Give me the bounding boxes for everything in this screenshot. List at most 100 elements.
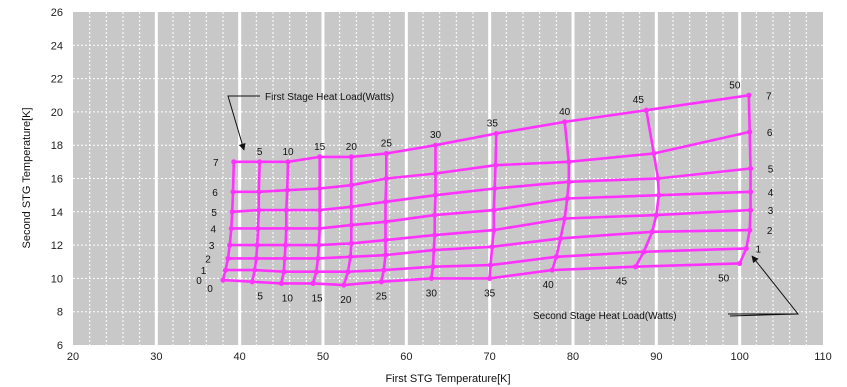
second-stage-label-left: 1 (201, 266, 207, 277)
x-tick-label: 40 (234, 351, 246, 363)
data-point (378, 279, 384, 285)
data-point (549, 267, 555, 273)
data-point (230, 189, 236, 195)
data-point (383, 150, 389, 157)
first-stage-load-line (550, 121, 571, 271)
second-stage-label-right: 2 (767, 226, 773, 237)
data-point (348, 240, 354, 247)
x-tick-label: 60 (400, 351, 412, 363)
data-point (746, 92, 752, 98)
data-point (432, 192, 439, 198)
data-point (382, 199, 389, 205)
data-point (341, 282, 347, 288)
data-point (383, 175, 389, 182)
data-point (282, 242, 289, 248)
first-stage-label-top: 45 (633, 95, 645, 106)
second-stage-label-right: 5 (768, 165, 774, 176)
y-tick-label: 18 (51, 140, 63, 152)
data-point (257, 159, 263, 165)
data-point (255, 225, 261, 232)
data-point (643, 107, 649, 113)
data-point (313, 269, 319, 275)
y-tick-label: 12 (51, 240, 63, 252)
y-tick-label: 20 (51, 107, 63, 119)
data-point (651, 150, 657, 157)
y-tick-label: 8 (57, 307, 63, 319)
data-point (253, 255, 259, 262)
x-tick-label: 100 (730, 351, 748, 363)
first-stage-label-bottom: 15 (311, 293, 323, 304)
data-point (315, 255, 321, 262)
data-point (432, 142, 439, 148)
first-stage-label-bottom: 10 (282, 293, 294, 304)
data-point (345, 269, 351, 275)
data-point (492, 162, 499, 168)
first-stage-label-bottom: 25 (376, 292, 388, 303)
second-stage-label-right: 4 (768, 188, 774, 199)
first-stage-annotation: First Stage Heat Load(Watts) (265, 92, 394, 103)
first-stage-label-top: 25 (381, 139, 393, 150)
first-stage-label-bottom: 35 (484, 288, 496, 299)
data-point (487, 262, 494, 268)
data-point (284, 187, 290, 193)
load-labels: 0551010151520202525303035354040454550500… (196, 80, 774, 306)
first-stage-label-top: 35 (487, 119, 499, 130)
data-point (220, 277, 226, 283)
data-point (382, 252, 389, 258)
first-stage-label-top: 30 (430, 130, 442, 141)
data-point (381, 267, 387, 273)
data-point (227, 242, 233, 248)
data-point (348, 204, 354, 210)
x-tick-label: 110 (814, 351, 832, 363)
first-stage-label-top: 20 (346, 142, 358, 153)
data-point (491, 227, 497, 233)
first-stage-label-bottom: 50 (718, 273, 730, 284)
data-point (656, 192, 662, 198)
first-stage-label-top: 40 (559, 107, 571, 118)
data-point (489, 244, 495, 250)
y-tick-label: 6 (57, 340, 63, 352)
data-point (487, 275, 493, 281)
data-point (432, 232, 438, 238)
data-point (562, 119, 568, 125)
data-point (428, 275, 434, 281)
data-point (254, 242, 260, 248)
y-tick-label: 24 (51, 40, 63, 52)
grid-lines (73, 12, 823, 345)
data-point (310, 280, 316, 286)
data-point (653, 212, 659, 218)
data-point (285, 159, 291, 165)
second-stage-leader-b (729, 313, 799, 317)
data-point (655, 175, 661, 182)
data-point (225, 255, 231, 262)
first-stage-label-bottom: 45 (616, 277, 628, 288)
data-point (431, 247, 437, 253)
data-point (492, 185, 498, 192)
first-stage-label-bottom: 5 (257, 292, 263, 303)
data-points (220, 92, 754, 288)
data-point (557, 235, 564, 242)
second-stage-label-left: 4 (211, 224, 217, 235)
first-stage-leader (227, 95, 260, 151)
x-axis-title: First STG Temperature[K] (385, 373, 510, 385)
second-stage-label-left: 3 (209, 241, 215, 252)
data-point (348, 222, 354, 228)
data-point (278, 280, 284, 286)
second-stage-label-right: 7 (766, 91, 772, 102)
data-point (316, 242, 322, 248)
y-tick-label: 26 (51, 7, 63, 19)
data-point (252, 267, 258, 273)
data-point (317, 207, 323, 213)
first-stage-load-line (738, 95, 752, 264)
y-axis-title: Second STG Temperature[K] (21, 107, 33, 248)
second-stage-label-left: 2 (205, 254, 211, 265)
data-point (562, 215, 568, 222)
x-tick-labels: 20 30 40 50 60 70 80 90 100 110 (67, 351, 832, 363)
data-point (566, 159, 572, 165)
second-stage-label-right: 1 (756, 244, 762, 255)
x-tick-label: 30 (150, 351, 162, 363)
x-tick-label: 80 (567, 351, 579, 363)
x-tick-label: 20 (67, 351, 79, 363)
data-point (283, 225, 289, 232)
y-tick-labels: 6 8 10 12 14 16 18 20 22 24 26 (51, 7, 63, 352)
